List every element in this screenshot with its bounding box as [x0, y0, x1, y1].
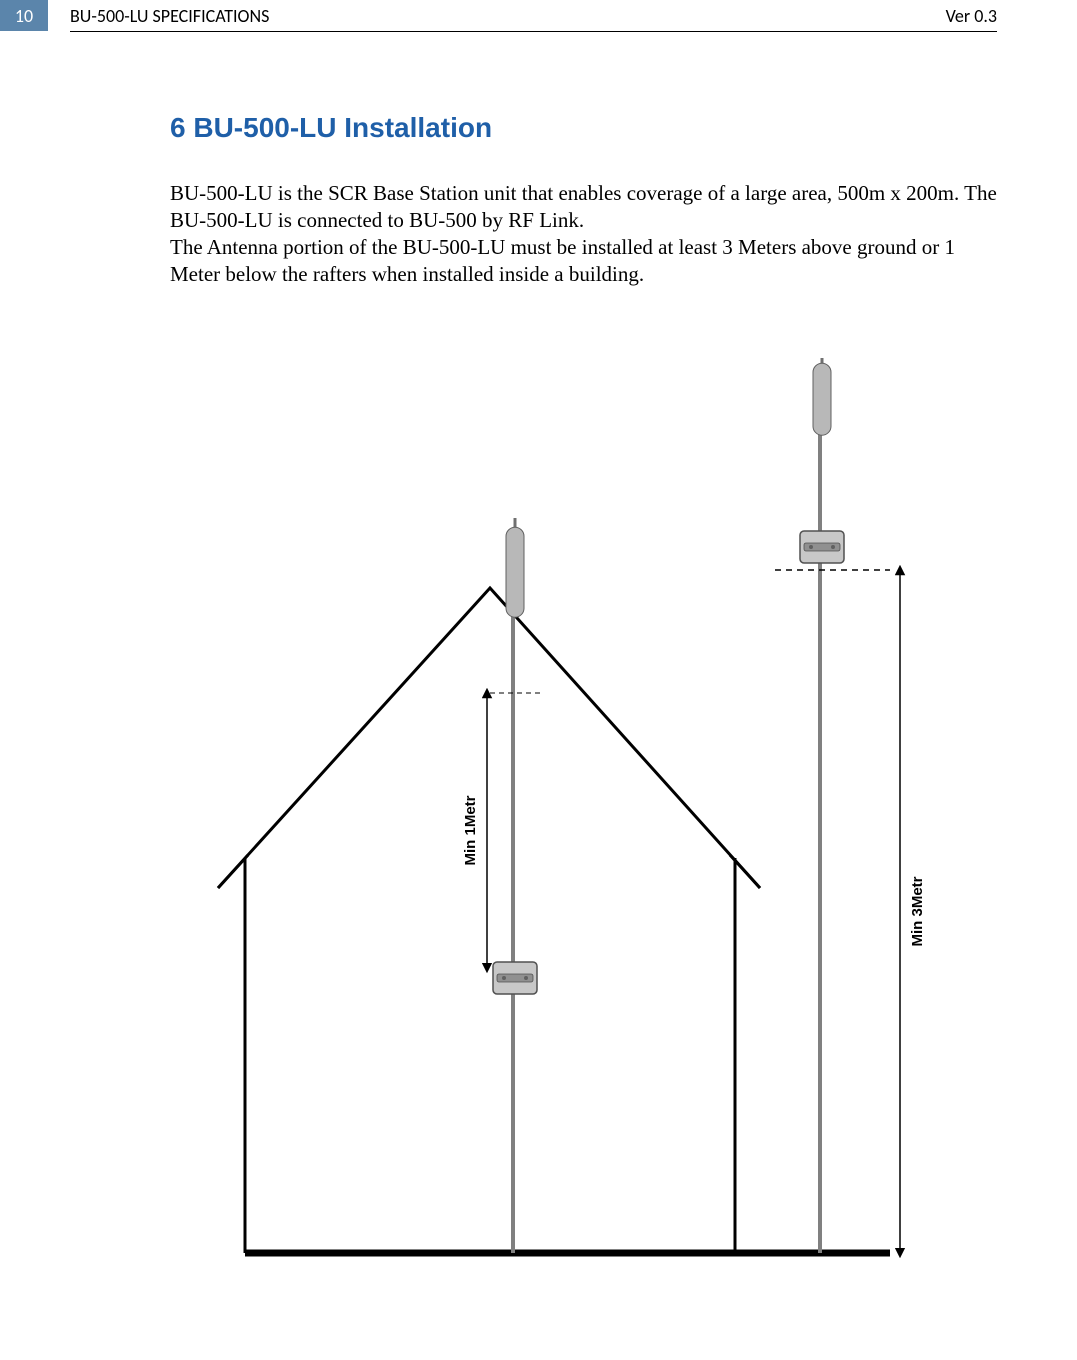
section-heading: 6 BU-500-LU Installation	[170, 112, 997, 144]
body-paragraph: BU-500-LU is the SCR Base Station unit t…	[170, 180, 997, 288]
installation-diagram: Min 1Metr Min 3Metr	[200, 358, 997, 1263]
version-label: Ver 0.3	[946, 0, 997, 31]
document-title: BU-500-LU SPECIFICATIONS	[70, 0, 946, 31]
svg-text:Min 3Metr: Min 3Metr	[909, 876, 926, 946]
svg-text:Min 1Metr: Min 1Metr	[462, 795, 479, 865]
page-number: 10	[0, 0, 48, 31]
page-header: 10 BU-500-LU SPECIFICATIONS Ver 0.3	[70, 0, 997, 32]
